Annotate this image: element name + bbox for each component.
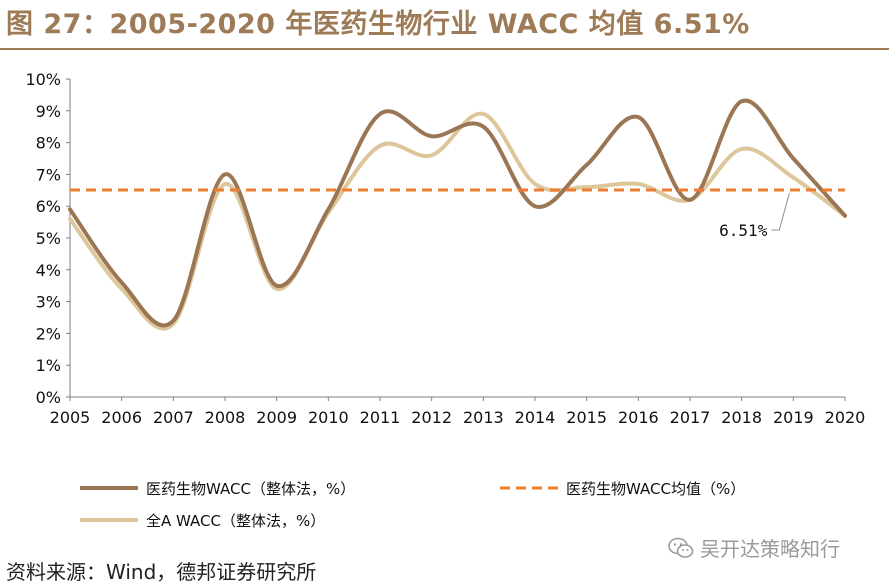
data-point-allA bbox=[120, 287, 124, 291]
data-point-allA bbox=[223, 182, 227, 186]
watermark: 吴开达策略知行 bbox=[668, 533, 840, 562]
data-point-allA bbox=[171, 322, 175, 326]
watermark-text: 吴开达策略知行 bbox=[700, 537, 840, 561]
x-tick-label: 2014 bbox=[515, 408, 556, 427]
data-point-allA bbox=[688, 198, 692, 202]
data-point-allA bbox=[585, 185, 589, 189]
data-point-pharma bbox=[585, 163, 589, 167]
x-tick-label: 2009 bbox=[256, 408, 297, 427]
data-point-allA bbox=[636, 182, 640, 186]
y-tick-label: 9% bbox=[36, 102, 61, 121]
data-point-allA bbox=[326, 211, 330, 215]
wechat-icon bbox=[668, 537, 694, 558]
wacc-line-chart: 0% 1% 2% 3% 4% 5% 6% 7% 8% 9% 10% 2005 2006 2007 2008 2… bbox=[25, 70, 866, 530]
x-tick-label: 2005 bbox=[50, 408, 91, 427]
x-tick-label: 2013 bbox=[463, 408, 504, 427]
legend-label-pharma: 医药生物WACC（整体法，%） bbox=[146, 480, 355, 498]
annotation-leader bbox=[771, 192, 790, 231]
x-tick-label: 2007 bbox=[153, 408, 194, 427]
data-point-pharma bbox=[791, 157, 795, 161]
data-point-pharma bbox=[68, 207, 72, 211]
series-line-pharma bbox=[68, 98, 847, 328]
source-note: 资料来源：Wind，德邦证券研究所 bbox=[6, 560, 317, 584]
data-point-pharma bbox=[533, 204, 537, 208]
data-point-allA bbox=[533, 182, 537, 186]
x-tick-label: 2006 bbox=[101, 408, 142, 427]
x-tick-label: 2020 bbox=[825, 408, 866, 427]
y-tick-label: 7% bbox=[36, 165, 61, 184]
y-tick-label: 4% bbox=[36, 261, 61, 280]
data-point-allA bbox=[481, 112, 485, 116]
data-point-allA bbox=[68, 217, 72, 221]
y-tick-label: 10% bbox=[25, 70, 61, 89]
x-tick-label: 2008 bbox=[205, 408, 246, 427]
data-point-allA bbox=[275, 287, 279, 291]
annotation-label: 6.51% bbox=[719, 221, 768, 240]
figure-title: 图 27：2005-2020 年医药生物行业 WACC 均值 6.51% bbox=[6, 9, 750, 40]
y-tick-label: 6% bbox=[36, 197, 61, 216]
data-point-pharma bbox=[740, 99, 744, 103]
data-point-allA bbox=[843, 214, 847, 218]
y-tick-label: 5% bbox=[36, 229, 61, 248]
data-point-pharma bbox=[430, 134, 434, 138]
data-point-allA bbox=[378, 144, 382, 148]
data-point-pharma bbox=[481, 125, 485, 129]
y-tick-label: 8% bbox=[36, 134, 61, 153]
title-divider bbox=[0, 48, 889, 50]
x-tick-label: 2019 bbox=[773, 408, 814, 427]
x-tick-label: 2011 bbox=[360, 408, 401, 427]
x-tick-label: 2018 bbox=[721, 408, 762, 427]
x-tick-label: 2016 bbox=[618, 408, 659, 427]
x-tick-label: 2010 bbox=[308, 408, 349, 427]
data-point-allA bbox=[791, 176, 795, 180]
data-point-pharma bbox=[636, 115, 640, 119]
y-tick-label: 0% bbox=[36, 388, 61, 407]
data-point-allA bbox=[430, 153, 434, 157]
legend-label-allA: 全A WACC（整体法，%） bbox=[146, 512, 325, 530]
data-point-pharma bbox=[223, 172, 227, 176]
x-tick-label: 2012 bbox=[411, 408, 452, 427]
data-point-pharma bbox=[378, 112, 382, 116]
data-point-allA bbox=[740, 147, 744, 151]
y-tick-label: 3% bbox=[36, 293, 61, 312]
x-tick-label: 2015 bbox=[566, 408, 607, 427]
x-tick-label: 2017 bbox=[670, 408, 711, 427]
y-tick-label: 1% bbox=[36, 356, 61, 375]
data-point-pharma bbox=[120, 281, 124, 285]
legend-label-avg: 医药生物WACC均值（%） bbox=[566, 480, 745, 498]
y-tick-label: 2% bbox=[36, 324, 61, 343]
